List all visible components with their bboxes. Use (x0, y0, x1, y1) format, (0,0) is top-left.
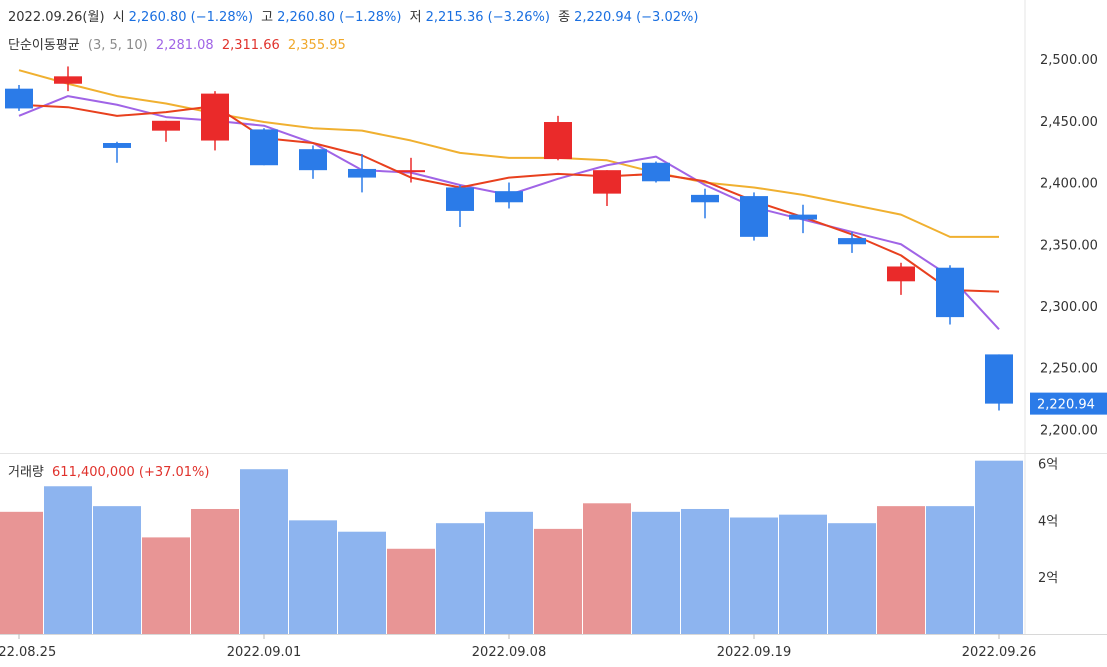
volume-bar (387, 548, 435, 634)
candle-body (152, 120, 180, 131)
volume-tick-label: 6억 (1038, 458, 1058, 473)
volume-bar (583, 503, 631, 634)
x-tick-label: 2022.09.08 (472, 645, 546, 660)
ma5-line (18, 103, 1000, 293)
volume-bar (436, 523, 484, 634)
candle-body (5, 88, 33, 109)
ma-legend-params: (3, 5, 10) (87, 38, 148, 53)
volume-legend: 거래량 611,400,000 (+37.01%) (8, 461, 213, 480)
price-tick-label: 2,200.00 (1040, 423, 1098, 438)
price-tick-label: 2,250.00 (1040, 362, 1098, 377)
x-tick-label: 2022.08.25 (0, 645, 56, 660)
volume-bar (44, 486, 92, 634)
price-tick-label: 2,300.00 (1040, 300, 1098, 315)
low-value: 2,215.36 (−3.26%) (425, 10, 550, 25)
open-label: 시 (112, 10, 125, 25)
x-tick-label: 2022.09.19 (717, 645, 791, 660)
candle-body (985, 354, 1013, 404)
open-value: 2,260.80 (−1.28%) (128, 10, 254, 25)
volume-bar (730, 517, 778, 634)
candle-body (299, 149, 327, 171)
volume-tick-label: 2억 (1038, 571, 1058, 586)
candle-body (348, 168, 376, 178)
volume-legend-label: 거래량 (8, 465, 44, 480)
ohlc-header: 2022.09.26(월) 시 2,260.80 (−1.28%) 고 2,260.… (8, 6, 702, 25)
high-value: 2,260.80 (−1.28%) (277, 10, 402, 25)
volume-bar (289, 520, 337, 634)
candle-body (544, 122, 572, 160)
ma3-value: 2,281.08 (155, 38, 214, 53)
ma-legend-label: 단순이동평균 (8, 38, 80, 53)
volume-bar (926, 506, 974, 634)
price-tick-label: 2,400.00 (1040, 177, 1098, 192)
volume-bar (93, 506, 141, 634)
candle-body (691, 194, 719, 203)
candle-body (201, 93, 229, 141)
ma10-value: 2,355.95 (287, 38, 346, 53)
ma10-line (18, 69, 1000, 238)
volume-bar (191, 508, 239, 634)
volume-bar (240, 469, 288, 634)
candle-body (103, 143, 131, 148)
candle-body (642, 162, 670, 182)
volume-bar (975, 460, 1023, 634)
volume-bar (338, 531, 386, 634)
volume-bar (632, 511, 680, 634)
volume-tick-label: 4억 (1038, 514, 1058, 529)
candle-body (887, 266, 915, 282)
close-value: 2,220.94 (−3.02%) (574, 10, 699, 25)
current-price-tag (1030, 392, 1107, 415)
candle-body (397, 170, 425, 173)
candle-body (250, 129, 278, 166)
low-label: 저 (409, 10, 422, 25)
price-tick-label: 2,500.00 (1040, 53, 1098, 68)
volume-bar (828, 523, 876, 634)
volume-bar (779, 514, 827, 634)
volume-bar (485, 511, 533, 634)
x-tick-label: 2022.09.26 (962, 645, 1036, 660)
candle-body (838, 238, 866, 245)
ma5-value: 2,311.66 (221, 38, 280, 53)
price-tick-label: 2,350.00 (1040, 238, 1098, 253)
ma-legend: 단순이동평균 (3, 5, 10) 2,281.08 2,311.66 2,35… (8, 34, 350, 53)
volume-bar (142, 537, 190, 634)
volume-bar (0, 511, 43, 634)
candle-body (593, 170, 621, 194)
candle-body (54, 76, 82, 84)
close-label: 종 (558, 10, 571, 25)
candle-body (446, 187, 474, 211)
volume-legend-value: 611,400,000 (+37.01%) (52, 465, 210, 480)
high-label: 고 (261, 10, 274, 25)
candle-body (789, 214, 817, 220)
header-date: 2022.09.26(월) (8, 10, 105, 25)
x-tick-label: 2022.09.01 (227, 645, 301, 660)
volume-bar (681, 508, 729, 634)
candle-body (740, 196, 768, 237)
volume-bar (534, 528, 582, 634)
candle-body (936, 267, 964, 318)
volume-bar (877, 506, 925, 634)
price-tick-label: 2,450.00 (1040, 115, 1098, 130)
candle-body (495, 191, 523, 203)
current-price-label: 2,220.94 (1037, 398, 1095, 413)
